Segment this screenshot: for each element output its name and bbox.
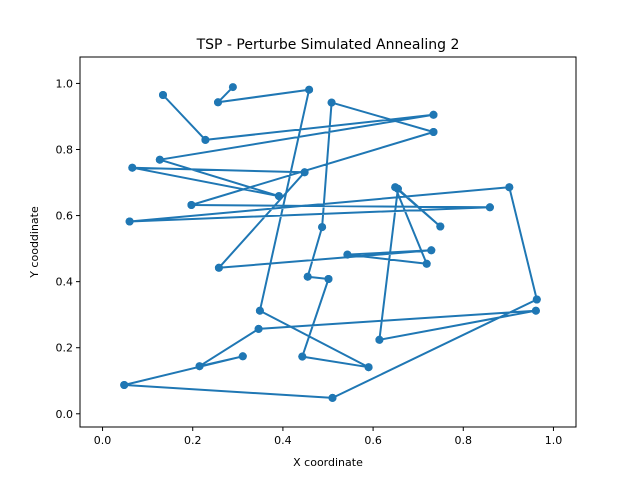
y-tick-label: 0.8: [56, 144, 74, 157]
y-axis-label: Y cooddinate: [28, 206, 41, 279]
x-tick-label: 0.4: [274, 434, 292, 447]
tour-point-50: [505, 183, 514, 192]
tour-point-39: [255, 306, 264, 315]
tour-point-62: [422, 259, 431, 268]
tour-point-48: [485, 203, 494, 212]
tour-point-64: [427, 246, 436, 255]
y-axis-ticks: 0.0 0.2 0.4 0.6 0.8 1.0: [56, 77, 80, 421]
tour-point-43: [303, 272, 312, 281]
tour-point-42: [324, 275, 333, 283]
tour-point-60: [436, 222, 445, 231]
tour-point-57: [531, 306, 540, 315]
tour-point-40: [364, 363, 373, 372]
tour-point-47: [187, 201, 196, 209]
tour-point-44: [318, 223, 327, 232]
tour-point-52: [328, 393, 337, 402]
tour-point-66: [300, 168, 309, 177]
tour-point-46: [429, 128, 438, 136]
tour-point-55: [195, 362, 204, 371]
tour-point-70: [429, 110, 438, 119]
y-tick-label: 1.0: [56, 77, 74, 90]
x-axis-ticks: 0.0 0.2 0.4 0.6 0.8 1.0: [94, 427, 562, 447]
plot-layer: [120, 83, 541, 402]
tour-point-37: [214, 98, 222, 107]
tour-point-54: [238, 352, 247, 361]
tour-point-69: [155, 155, 164, 164]
tour-point-65: [214, 263, 223, 272]
tour-point-61: [391, 183, 400, 192]
tour-point-72: [159, 91, 167, 99]
y-tick-label: 0.0: [56, 408, 74, 421]
tour-point-58: [375, 335, 384, 344]
x-tick-label: 0.0: [94, 434, 112, 447]
tour-point-45: [327, 98, 336, 107]
y-tick-label: 0.6: [56, 210, 74, 223]
tour-point-68: [274, 192, 283, 201]
x-tick-label: 0.2: [184, 434, 202, 447]
x-tick-label: 1.0: [545, 434, 563, 447]
tour-point-67: [128, 163, 137, 172]
tour-point-71: [201, 135, 210, 144]
tour-point-38: [305, 85, 314, 94]
tour-point-53: [120, 381, 129, 389]
x-axis-label: X coordinate: [293, 456, 363, 469]
y-tick-label: 0.4: [56, 276, 74, 289]
tour-point-56: [254, 324, 263, 333]
x-tick-label: 0.8: [455, 434, 473, 447]
tour-point-36: [228, 83, 237, 92]
chart-title: TSP - Perturbe Simulated Annealing 2: [196, 37, 460, 53]
tour-point-51: [532, 295, 541, 304]
tour-point-63: [343, 250, 352, 259]
tour-point-49: [125, 217, 134, 226]
plot-frame: [79, 56, 577, 428]
x-tick-label: 0.6: [364, 434, 382, 447]
y-tick-label: 0.2: [56, 342, 74, 355]
tour-point-41: [298, 352, 307, 361]
